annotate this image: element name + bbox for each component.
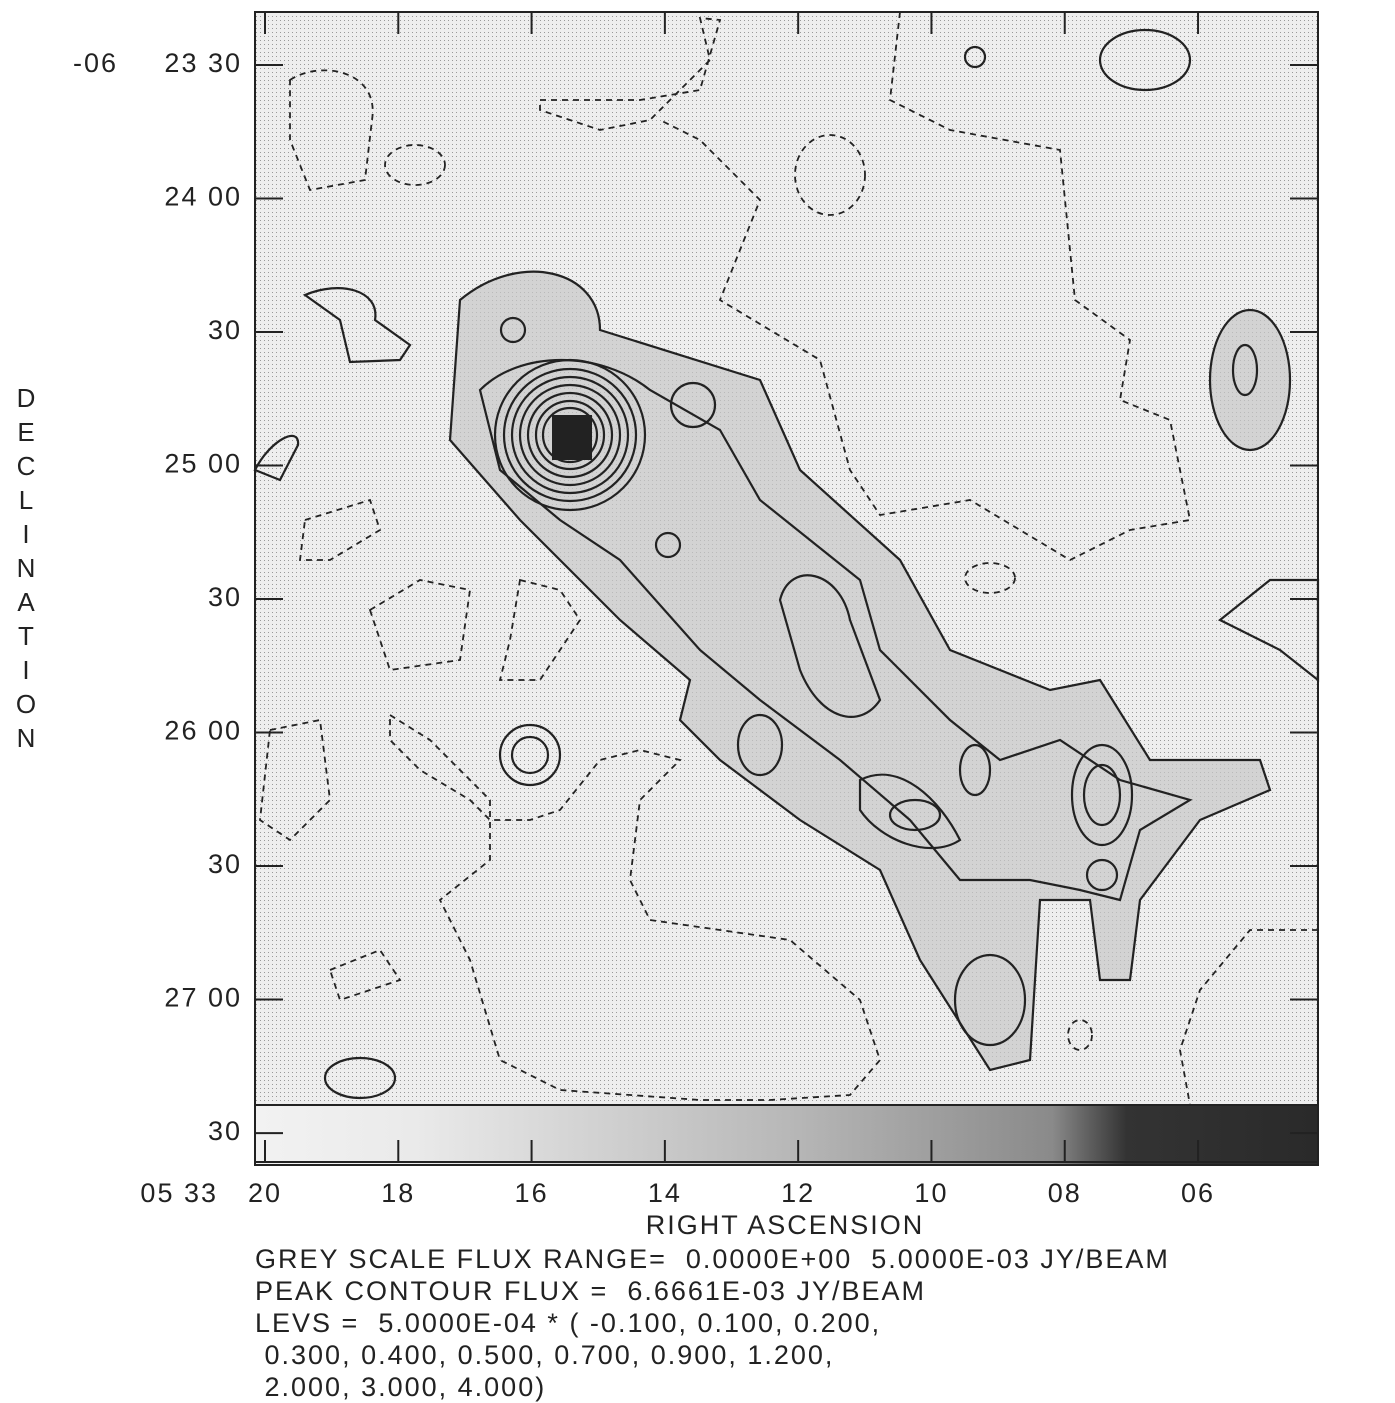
grey-scale-wedge: [255, 1105, 1318, 1165]
y-tick-label: 30: [208, 849, 242, 879]
y-prefix: -06: [73, 48, 118, 78]
y-axis-label: DECLINATION: [10, 383, 41, 757]
y-tick-label: 25 00: [164, 449, 242, 479]
x-tick-label: 14: [648, 1178, 682, 1208]
x-tick-label: 08: [1048, 1178, 1082, 1208]
note-line: GREY SCALE FLUX RANGE= 0.0000E+00 5.0000…: [255, 1243, 1170, 1275]
y-tick-label: 30: [208, 1116, 242, 1146]
page: 05 33 RIGHT ASCENSION 20 18 16 14 12 10 08 06 23…: [0, 0, 1395, 1399]
y-tick-label: 27 00: [164, 983, 242, 1013]
x-tick-label: 12: [781, 1178, 815, 1208]
note-line: 2.000, 3.000, 4.000): [255, 1371, 1170, 1403]
note-line: LEVS = 5.0000E-04 * ( -0.100, 0.100, 0.2…: [255, 1307, 1170, 1339]
y-tick-label: 30: [208, 582, 242, 612]
y-tick-label: 30: [208, 315, 242, 345]
x-tick-label: 06: [1181, 1178, 1215, 1208]
y-tick-label: 23 30: [164, 48, 242, 78]
note-line: PEAK CONTOUR FLUX = 6.6661E-03 JY/BEAM: [255, 1275, 1170, 1307]
chart: 05 33 RIGHT ASCENSION 20 18 16 14 12 10 08 06 23…: [0, 0, 1395, 1399]
x-tick-label: 20: [248, 1178, 282, 1208]
x-prefix: 05 33: [140, 1178, 218, 1208]
x-tick-label: 18: [381, 1178, 415, 1208]
y-tick-label: 26 00: [164, 716, 242, 746]
x-tick-label: 16: [515, 1178, 549, 1208]
x-tick-label: 10: [914, 1178, 948, 1208]
notes: GREY SCALE FLUX RANGE= 0.0000E+00 5.0000…: [255, 1243, 1170, 1403]
note-line: 0.300, 0.400, 0.500, 0.700, 0.900, 1.200…: [255, 1339, 1170, 1371]
x-axis-label: RIGHT ASCENSION: [646, 1210, 925, 1240]
y-tick-label: 24 00: [164, 182, 242, 212]
peak: [552, 415, 592, 460]
